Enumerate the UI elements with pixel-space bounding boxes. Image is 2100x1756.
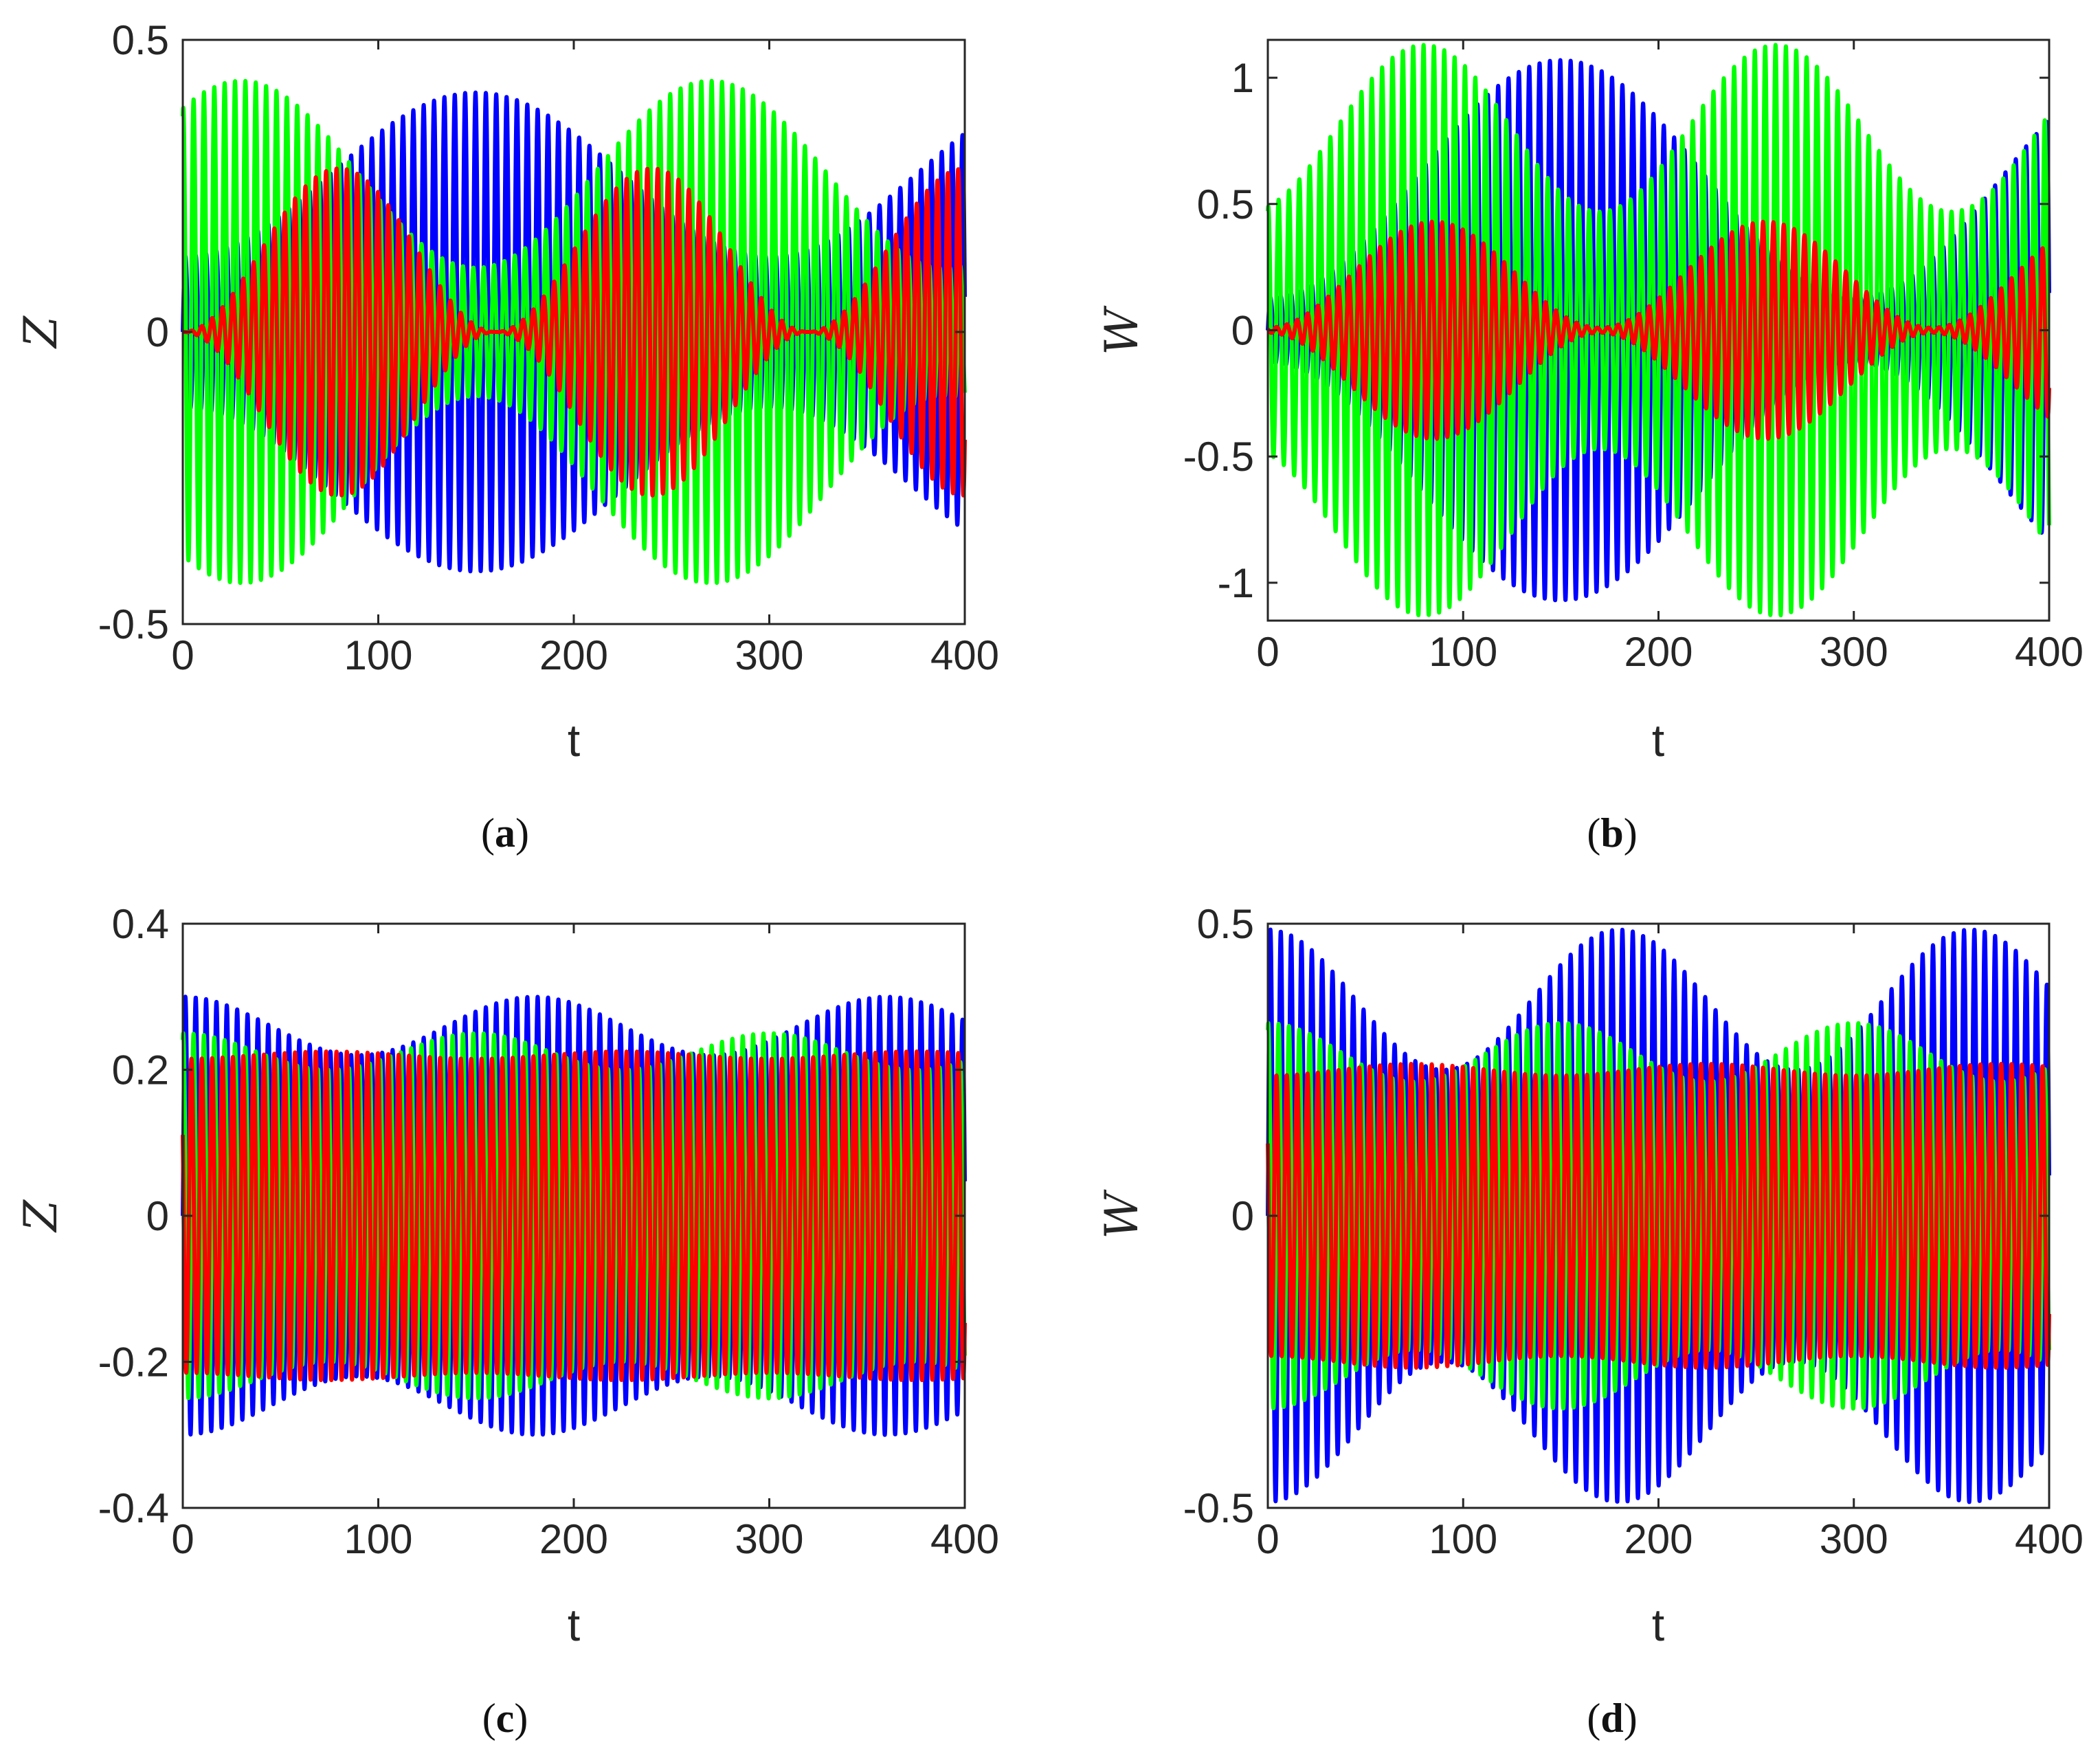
series-green-b xyxy=(1266,43,2051,618)
series-red-a xyxy=(181,166,967,498)
series-red-c xyxy=(181,1049,967,1383)
y-tick-label-b: -1 xyxy=(1218,560,1254,606)
x-tick-label-d: 100 xyxy=(1429,1516,1497,1562)
x-tick-label-a: 200 xyxy=(539,632,608,678)
y-tick-label-c: -0.2 xyxy=(98,1340,169,1386)
y-tick-label-a: -0.5 xyxy=(98,601,169,647)
panel-caption-d: (d) xyxy=(1587,1696,1637,1741)
y-ticks-a: -0.5 0 0.5 xyxy=(98,17,965,647)
series-red-d xyxy=(1266,1062,2051,1370)
y-tick-label-b: 1 xyxy=(1231,55,1254,101)
plot-area-c xyxy=(181,922,967,1509)
panel-caption-a: (a) xyxy=(481,810,529,856)
series-layer-d xyxy=(1266,927,2051,1504)
y-tick-label-a: 0 xyxy=(146,309,169,355)
x-tick-label-d: 0 xyxy=(1256,1516,1279,1562)
x-axis-label-c: t xyxy=(568,1599,580,1650)
series-red-b xyxy=(1266,219,2051,441)
plot-area-b xyxy=(1266,38,2051,622)
y-axis-label-d: W xyxy=(1095,1189,1148,1239)
x-tick-label-c: 300 xyxy=(735,1516,803,1562)
x-tick-label-a: 100 xyxy=(344,632,412,678)
x-tick-label-c: 0 xyxy=(171,1516,194,1562)
y-tick-label-d: 0 xyxy=(1231,1193,1254,1239)
y-tick-label-c: 0.4 xyxy=(112,901,169,947)
x-ticks-b: 0 100 200 300 400 xyxy=(1256,40,2084,675)
y-tick-label-d: 0.5 xyxy=(1197,901,1254,947)
x-tick-label-a: 400 xyxy=(930,632,999,678)
x-tick-label-a: 0 xyxy=(171,632,194,678)
x-axis-label-a: t xyxy=(568,715,580,766)
x-tick-label-c: 100 xyxy=(344,1516,412,1562)
y-tick-label-b: -0.5 xyxy=(1183,434,1254,480)
panel-caption-b: (b) xyxy=(1587,810,1637,856)
x-axis-label-b: t xyxy=(1652,715,1664,766)
x-tick-label-b: 0 xyxy=(1256,629,1279,675)
y-axis-label-b: W xyxy=(1095,305,1148,355)
x-ticks-c: 0 100 200 300 400 xyxy=(171,924,999,1562)
series-layer-a xyxy=(181,78,967,586)
x-tick-label-b: 100 xyxy=(1429,629,1497,675)
x-tick-label-b: 400 xyxy=(2015,629,2084,675)
x-tick-label-d: 400 xyxy=(2015,1516,2084,1562)
x-tick-label-a: 300 xyxy=(735,632,803,678)
plot-area-a xyxy=(181,38,967,625)
y-tick-label-a: 0.5 xyxy=(112,17,169,63)
y-ticks-b: -1 -0.5 0 0.5 1 xyxy=(1183,55,2049,606)
x-tick-label-d: 300 xyxy=(1820,1516,1888,1562)
x-ticks-a: 0 100 200 300 400 xyxy=(171,40,999,678)
panel-b: 0 100 200 300 400 -1 -0.5 0 0.5 1 t W (b) xyxy=(1095,38,2084,856)
y-tick-label-c: -0.4 xyxy=(98,1485,169,1531)
y-ticks-c: -0.4 -0.2 0 0.2 0.4 xyxy=(98,901,965,1531)
plot-area-d xyxy=(1266,922,2051,1509)
x-axis-label-d: t xyxy=(1652,1599,1664,1650)
x-tick-label-c: 400 xyxy=(930,1516,999,1562)
series-green-a xyxy=(181,78,967,586)
series-layer-c xyxy=(181,994,967,1437)
panel-c: 0 100 200 300 400 -0.4 -0.2 0 0.2 0.4 t Z (c) xyxy=(14,901,999,1741)
y-tick-label-d: -0.5 xyxy=(1183,1485,1254,1531)
y-tick-label-b: 0.5 xyxy=(1197,181,1254,227)
y-axis-label-c: Z xyxy=(14,1199,67,1233)
series-layer-b xyxy=(1266,43,2051,618)
y-axis-label-a: Z xyxy=(14,315,67,349)
y-tick-label-b: 0 xyxy=(1231,308,1254,354)
y-tick-label-c: 0.2 xyxy=(112,1047,169,1093)
panel-caption-c: (c) xyxy=(482,1696,528,1741)
x-tick-label-b: 300 xyxy=(1820,629,1888,675)
x-ticks-d: 0 100 200 300 400 xyxy=(1256,924,2084,1562)
x-tick-label-d: 200 xyxy=(1624,1516,1693,1562)
x-tick-label-b: 200 xyxy=(1624,629,1693,675)
y-tick-label-c: 0 xyxy=(146,1193,169,1239)
panel-d: 0 100 200 300 400 -0.500.5 t W (d) xyxy=(1095,901,2084,1741)
x-tick-label-c: 200 xyxy=(539,1516,608,1562)
y-ticks-d: -0.5 0 0.5 xyxy=(1183,901,2049,1531)
